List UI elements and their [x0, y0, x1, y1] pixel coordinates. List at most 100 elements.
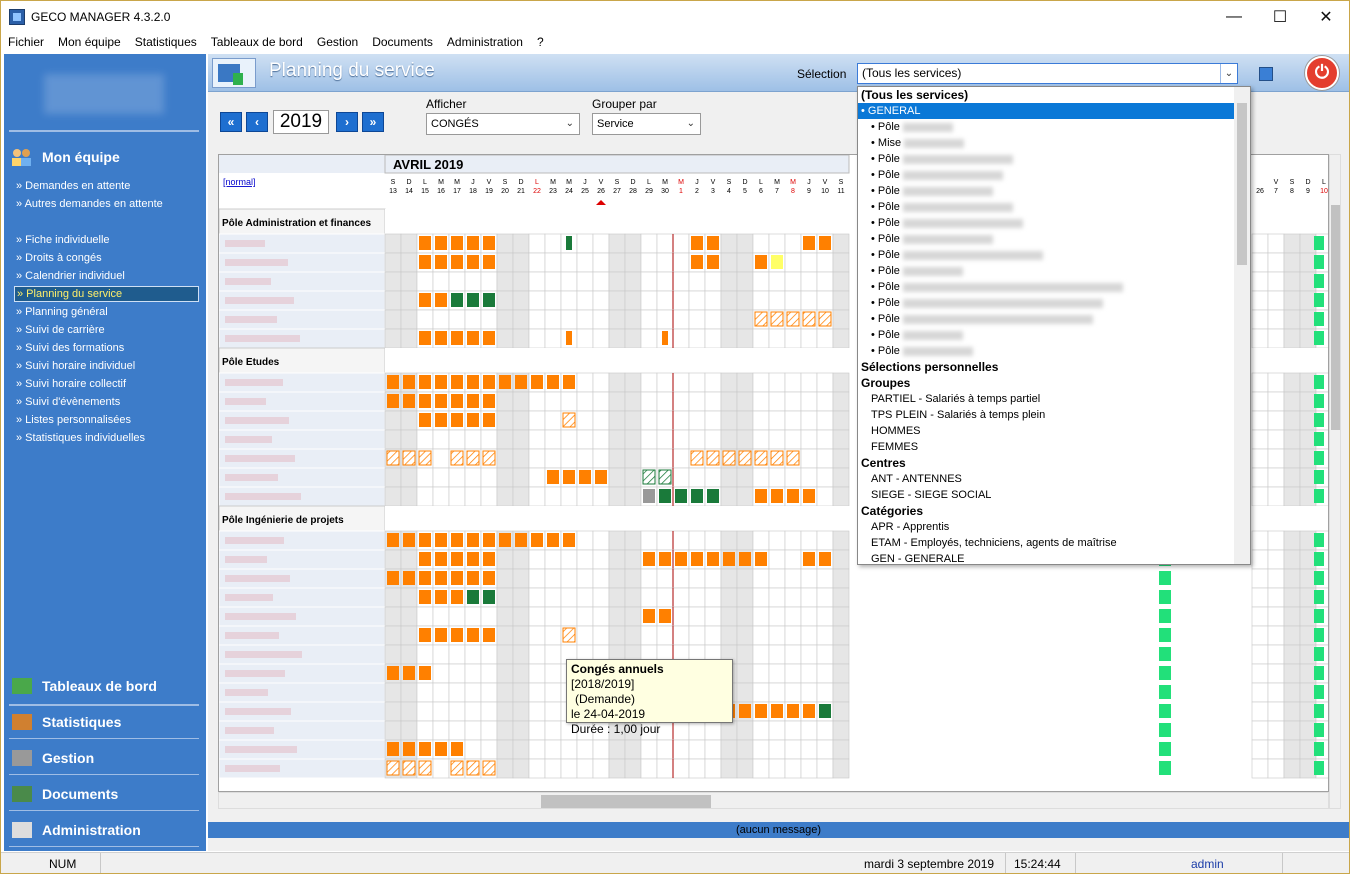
dropdown-item[interactable]: • Pôle	[858, 151, 1234, 167]
sidebar-item[interactable]: » Suivi d'évènements	[16, 396, 121, 408]
prev-year-button[interactable]: ‹	[246, 112, 268, 132]
sidebar-item[interactable]: » Suivi horaire individuel	[16, 360, 136, 372]
scroll-thumb[interactable]	[541, 795, 711, 808]
minimize-icon[interactable]: —	[1226, 7, 1242, 25]
dropdown-item[interactable]: • Pôle	[858, 119, 1234, 135]
scroll-thumb[interactable]	[1331, 205, 1340, 430]
first-year-button[interactable]: «	[220, 112, 242, 132]
leave-block	[451, 375, 463, 389]
leave-block	[643, 489, 655, 503]
planning-icon[interactable]	[212, 58, 256, 88]
day-cell	[768, 625, 786, 646]
selection-dropdown-list[interactable]: (Tous les services) • GENERAL • Pôle • Mise…	[857, 86, 1251, 565]
sidebar-section-administration[interactable]: Administration	[10, 817, 141, 843]
horizontal-scrollbar[interactable]	[218, 792, 1329, 809]
day-cell	[496, 625, 514, 646]
next-year-button[interactable]: ›	[336, 112, 358, 132]
dropdown-item[interactable]: PARTIEL - Salariés à temps partiel	[871, 393, 1041, 405]
dropdown-item[interactable]: SIEGE - SIEGE SOCIAL	[871, 489, 992, 501]
dropdown-item[interactable]: • Pôle	[858, 247, 1234, 263]
dropdown-item[interactable]: APR - Apprentis	[871, 521, 950, 533]
chevron-down-icon[interactable]: ⌄	[1220, 64, 1237, 83]
sidebar-item[interactable]: » Listes personnalisées	[16, 414, 131, 426]
dropdown-item[interactable]: • Mise	[858, 135, 1234, 151]
day-cell	[1299, 568, 1317, 589]
day-cell	[672, 233, 690, 254]
dropdown-item[interactable]: • Pôle	[858, 199, 1234, 215]
sidebar-item[interactable]: » Planning du service	[14, 286, 199, 302]
sidebar-item[interactable]: » Suivi de carrière	[16, 324, 105, 336]
sidebar-item[interactable]: » Calendrier individuel	[16, 270, 125, 282]
sidebar-section-gestion[interactable]: Gestion	[10, 745, 94, 771]
day-cell	[496, 701, 514, 722]
sidebar-item[interactable]: » Suivi horaire collectif	[16, 378, 127, 390]
dropdown-item[interactable]: GEN - GENERALE	[871, 553, 965, 565]
dropdown-item[interactable]: • Pôle	[858, 183, 1234, 199]
dropdown-item[interactable]: • Pôle	[858, 215, 1234, 231]
dropdown-group-header[interactable]: Sélections personnelles	[861, 360, 999, 374]
leave-block	[675, 552, 687, 566]
divider	[9, 774, 199, 775]
menu-administration[interactable]: Administration	[446, 35, 523, 49]
sidebar-item[interactable]: » Fiche individuelle	[16, 234, 110, 246]
menu-help[interactable]: ?	[536, 35, 544, 49]
day-cell	[512, 410, 530, 431]
leave-block	[467, 628, 479, 642]
sidebar-item[interactable]: » Demandes en attente	[16, 180, 131, 192]
dropdown-item[interactable]: ANT - ANTENNES	[871, 473, 962, 485]
power-icon[interactable]: ⏻	[1305, 56, 1339, 90]
dropdown-scrollbar[interactable]	[1234, 87, 1250, 564]
day-cell	[704, 429, 722, 450]
dropdown-item[interactable]: • Pôle	[858, 295, 1234, 311]
day-cell	[624, 290, 642, 311]
last-year-button[interactable]: »	[362, 112, 384, 132]
sidebar-section-documents[interactable]: Documents	[10, 781, 118, 807]
sidebar-section-statistiques[interactable]: Statistiques	[10, 709, 121, 735]
maximize-icon[interactable]: ☐	[1272, 8, 1288, 26]
dropdown-item[interactable]: • Pôle	[858, 231, 1234, 247]
dropdown-group-header[interactable]: Groupes	[861, 376, 911, 390]
afficher-select[interactable]: CONGÉS ⌄	[426, 113, 580, 135]
menu-fichier[interactable]: Fichier	[8, 35, 45, 49]
close-icon[interactable]: ✕	[1319, 8, 1333, 26]
dropdown-item[interactable]: HOMMES	[871, 425, 921, 437]
dropdown-item[interactable]: (Tous les services)	[861, 88, 969, 102]
sidebar-section-tableaux-de-bord[interactable]: Tableaux de bord	[10, 673, 157, 699]
sidebar-item[interactable]: » Statistiques individuelles	[16, 432, 146, 444]
day-cell	[608, 486, 626, 507]
filter-icon[interactable]	[1259, 67, 1273, 81]
menu-mon-equipe[interactable]: Mon équipe	[58, 35, 121, 49]
dropdown-item[interactable]: FEMMES	[871, 441, 919, 453]
menu-documents[interactable]: Documents	[372, 35, 433, 49]
dropdown-item[interactable]: • Pôle	[858, 343, 1234, 359]
leave-block	[451, 533, 463, 547]
dropdown-item[interactable]: • Pôle	[858, 327, 1234, 343]
day-cell	[496, 448, 514, 469]
sidebar-item[interactable]: » Droits à congés	[16, 252, 102, 264]
menu-statistiques[interactable]: Statistiques	[134, 35, 197, 49]
sidebar-item[interactable]: » Suivi des formations	[16, 342, 125, 354]
dropdown-item[interactable]: • Pôle	[858, 279, 1234, 295]
day-cell	[1299, 372, 1317, 393]
dropdown-group-header[interactable]: Centres	[861, 456, 906, 470]
dropdown-item[interactable]: TPS PLEIN - Salariés à temps plein	[871, 409, 1046, 421]
selection-dropdown[interactable]: (Tous les services) ⌄	[857, 63, 1238, 84]
normal-link[interactable]: [normal]	[223, 177, 256, 187]
day-number: 24	[565, 188, 573, 195]
leave-block	[419, 375, 431, 389]
grouper-select[interactable]: Service ⌄	[592, 113, 701, 135]
sidebar-item[interactable]: » Autres demandes en attente	[16, 198, 163, 210]
dropdown-item[interactable]: • Pôle	[858, 311, 1234, 327]
year-field[interactable]: 2019	[273, 110, 329, 134]
menu-tableaux-de-bord[interactable]: Tableaux de bord	[210, 35, 303, 49]
dropdown-item[interactable]: • GENERAL	[858, 103, 1234, 119]
sidebar-item[interactable]: » Planning général	[16, 306, 108, 318]
vertical-scrollbar[interactable]	[1329, 154, 1341, 809]
menu-gestion[interactable]: Gestion	[316, 35, 359, 49]
sidebar-section-mon-equipe[interactable]: Mon équipe	[10, 144, 120, 170]
dropdown-group-header[interactable]: Catégories	[861, 504, 924, 518]
scroll-thumb[interactable]	[1237, 103, 1247, 265]
dropdown-item[interactable]: • Pôle	[858, 167, 1234, 183]
dropdown-item[interactable]: ETAM - Employés, techniciens, agents de …	[871, 537, 1117, 549]
dropdown-item[interactable]: • Pôle	[858, 263, 1234, 279]
